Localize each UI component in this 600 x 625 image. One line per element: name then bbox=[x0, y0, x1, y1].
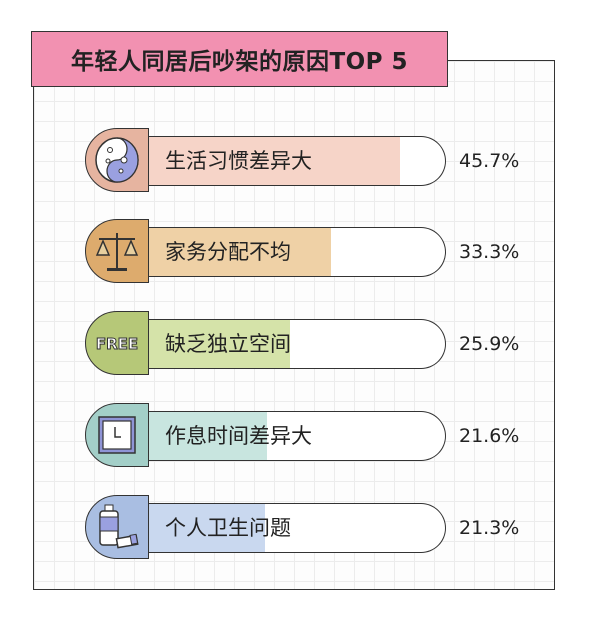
category-label: 家务分配不均 bbox=[165, 240, 291, 264]
bar-track: 家务分配不均 bbox=[147, 227, 446, 277]
free-badge-icon: FREE bbox=[85, 311, 149, 375]
category-label: 缺乏独立空间 bbox=[165, 332, 291, 356]
lotion-bottle-icon bbox=[85, 495, 149, 559]
free-text: FREE bbox=[96, 335, 138, 353]
value-label: 21.3% bbox=[459, 517, 520, 539]
bar-fill bbox=[147, 504, 265, 552]
bar-fill bbox=[147, 137, 401, 185]
value-label: 25.9% bbox=[459, 333, 520, 355]
chart-title: 年轻人同居后吵架的原因TOP 5 bbox=[31, 31, 448, 87]
category-label: 作息时间差异大 bbox=[165, 424, 312, 448]
value-label: 21.6% bbox=[459, 425, 520, 447]
bar-track: 生活习惯差异大 bbox=[147, 136, 446, 186]
bar-fill bbox=[147, 412, 267, 460]
clock-icon bbox=[85, 403, 149, 467]
value-label: 33.3% bbox=[459, 241, 520, 263]
bar-track: 作息时间差异大 bbox=[147, 411, 446, 461]
bar-row: 家务分配不均 33.3% bbox=[85, 219, 565, 283]
balance-scale-icon bbox=[85, 219, 149, 283]
bar-track: 缺乏独立空间 bbox=[147, 319, 446, 369]
bar-track: 个人卫生问题 bbox=[147, 503, 446, 553]
bar-row: 生活习惯差异大 45.7% bbox=[85, 128, 565, 192]
bar-fill bbox=[147, 320, 291, 368]
category-label: 个人卫生问题 bbox=[165, 516, 291, 540]
bar-fill bbox=[147, 228, 332, 276]
bar-row: 个人卫生问题 21.3% bbox=[85, 495, 565, 559]
bar-row: 作息时间差异大 21.6% bbox=[85, 403, 565, 467]
yin-yang-face-icon bbox=[85, 128, 149, 192]
bar-row: 缺乏独立空间 FREE 25.9% bbox=[85, 311, 565, 375]
category-label: 生活习惯差异大 bbox=[165, 149, 312, 173]
value-label: 45.7% bbox=[459, 150, 520, 172]
